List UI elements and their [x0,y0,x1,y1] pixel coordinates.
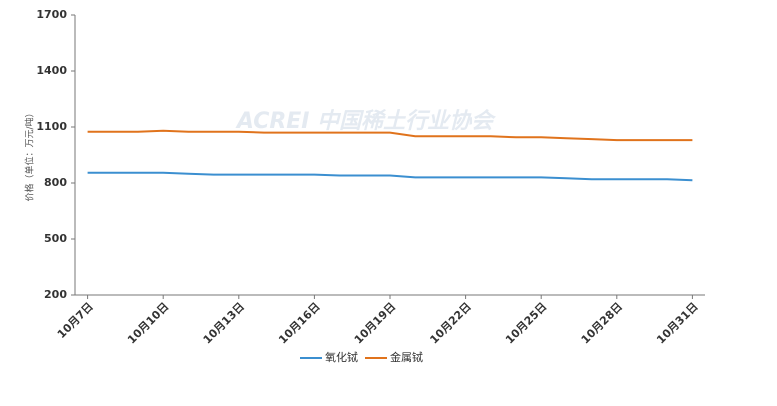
x-tick-label: 10月13日 [201,300,247,346]
y-tick-label: 1400 [36,64,67,77]
x-tick-label: 10月25日 [503,300,549,346]
legend-label: 氧化铽 [325,350,358,364]
x-tick-label: 10月10日 [125,300,171,346]
x-tick-label: 10月22日 [427,300,473,346]
legend-label: 金属铽 [390,350,423,364]
y-tick-label: 1100 [36,120,67,133]
y-tick-label: 200 [44,288,67,301]
x-tick-label: 10月31日 [654,300,700,346]
x-tick-label: 10月19日 [352,300,398,346]
y-tick-label: 1700 [36,8,67,21]
x-tick-label: 10月16日 [276,300,322,346]
y-axis-label: 价格（单位：万元/吨） [24,108,36,201]
y-tick-label: 500 [44,232,67,245]
series-line [87,129,693,142]
x-tick-label: 10月28日 [579,300,625,346]
watermark: ACREI 中国稀土行业协会 [235,109,496,134]
series-line [87,171,693,182]
y-tick-label: 800 [44,176,67,189]
x-tick-label: 10月7日 [55,300,96,341]
